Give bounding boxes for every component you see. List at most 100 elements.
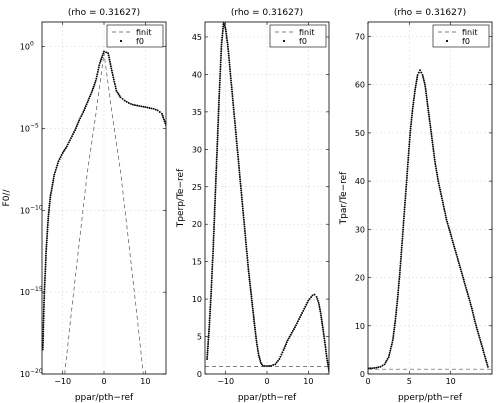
data-point — [412, 101, 415, 104]
data-point — [214, 180, 217, 183]
data-point — [244, 232, 247, 235]
data-point — [414, 86, 417, 89]
data-point — [258, 358, 261, 360]
data-point — [431, 139, 434, 142]
data-point — [223, 22, 226, 25]
data-point — [246, 256, 249, 259]
data-point — [406, 165, 409, 168]
data-point — [140, 105, 143, 108]
data-point — [473, 320, 476, 323]
data-point — [483, 353, 486, 356]
data-point — [441, 199, 444, 202]
data-point — [444, 214, 447, 217]
chart-title: (rho = 0.31627) — [394, 8, 466, 18]
data-point — [43, 292, 46, 295]
data-point — [300, 314, 303, 316]
data-point — [97, 66, 100, 69]
data-point — [212, 241, 215, 244]
data-point — [213, 219, 216, 222]
data-point — [253, 326, 256, 329]
data-point — [427, 109, 430, 112]
data-point — [249, 282, 251, 285]
data-point — [206, 353, 209, 356]
data-point — [71, 135, 73, 138]
data-point — [42, 339, 45, 342]
data-point — [392, 335, 395, 337]
data-point — [457, 260, 460, 262]
data-point — [216, 143, 219, 145]
data-point — [56, 164, 59, 167]
data-point — [42, 326, 45, 329]
data-point — [453, 247, 456, 250]
data-point — [441, 201, 444, 204]
data-point — [327, 365, 329, 368]
data-point — [213, 226, 215, 228]
data-point — [324, 348, 327, 351]
data-point — [236, 144, 238, 147]
data-point — [115, 89, 118, 92]
data-point — [217, 103, 220, 106]
data-point — [210, 274, 213, 277]
data-point — [252, 309, 254, 312]
data-point — [426, 103, 429, 105]
data-point — [231, 92, 234, 95]
data-point — [47, 213, 50, 216]
data-point — [405, 176, 408, 179]
y-tick-label: 25 — [192, 183, 202, 192]
data-point — [235, 137, 238, 140]
data-point — [399, 262, 402, 265]
data-point — [209, 312, 211, 315]
data-point — [42, 337, 45, 340]
data-point — [279, 355, 282, 358]
data-point — [432, 148, 435, 150]
data-point — [211, 272, 213, 275]
data-point — [411, 107, 414, 110]
data-point — [411, 110, 414, 112]
data-point — [436, 178, 439, 180]
data-point — [424, 88, 427, 90]
data-point — [212, 252, 214, 255]
data-point — [400, 246, 403, 249]
data-point — [54, 171, 57, 174]
data-point — [42, 341, 44, 344]
data-point — [150, 107, 153, 110]
data-point — [109, 65, 112, 68]
data-point — [42, 308, 45, 311]
data-point — [44, 277, 46, 279]
data-point — [42, 312, 45, 315]
data-point — [393, 326, 396, 329]
data-point — [206, 358, 209, 360]
data-point — [253, 322, 256, 325]
data-point — [429, 122, 431, 125]
data-point — [213, 215, 216, 218]
data-point — [223, 24, 226, 27]
data-point — [390, 343, 393, 346]
data-point — [217, 112, 220, 115]
data-point — [434, 163, 437, 165]
series-f0 — [368, 69, 489, 370]
data-point — [397, 291, 400, 294]
data-point — [218, 88, 221, 91]
data-point — [460, 272, 463, 275]
legend-box — [106, 24, 164, 48]
data-point — [299, 316, 302, 319]
data-point — [220, 52, 223, 55]
data-point — [209, 299, 212, 302]
data-point — [245, 247, 248, 250]
data-point — [427, 107, 430, 110]
data-point — [399, 266, 402, 269]
data-point — [320, 316, 323, 319]
data-point — [86, 101, 89, 104]
data-point — [74, 129, 77, 132]
data-point — [219, 72, 222, 75]
data-point — [107, 52, 110, 55]
data-point — [210, 288, 213, 291]
data-point — [44, 254, 47, 257]
data-point — [263, 364, 266, 367]
data-point — [392, 332, 395, 335]
data-point — [229, 72, 232, 75]
chart-title: (rho = 0.31627) — [231, 8, 303, 18]
data-point — [210, 290, 213, 293]
data-point — [89, 93, 92, 96]
